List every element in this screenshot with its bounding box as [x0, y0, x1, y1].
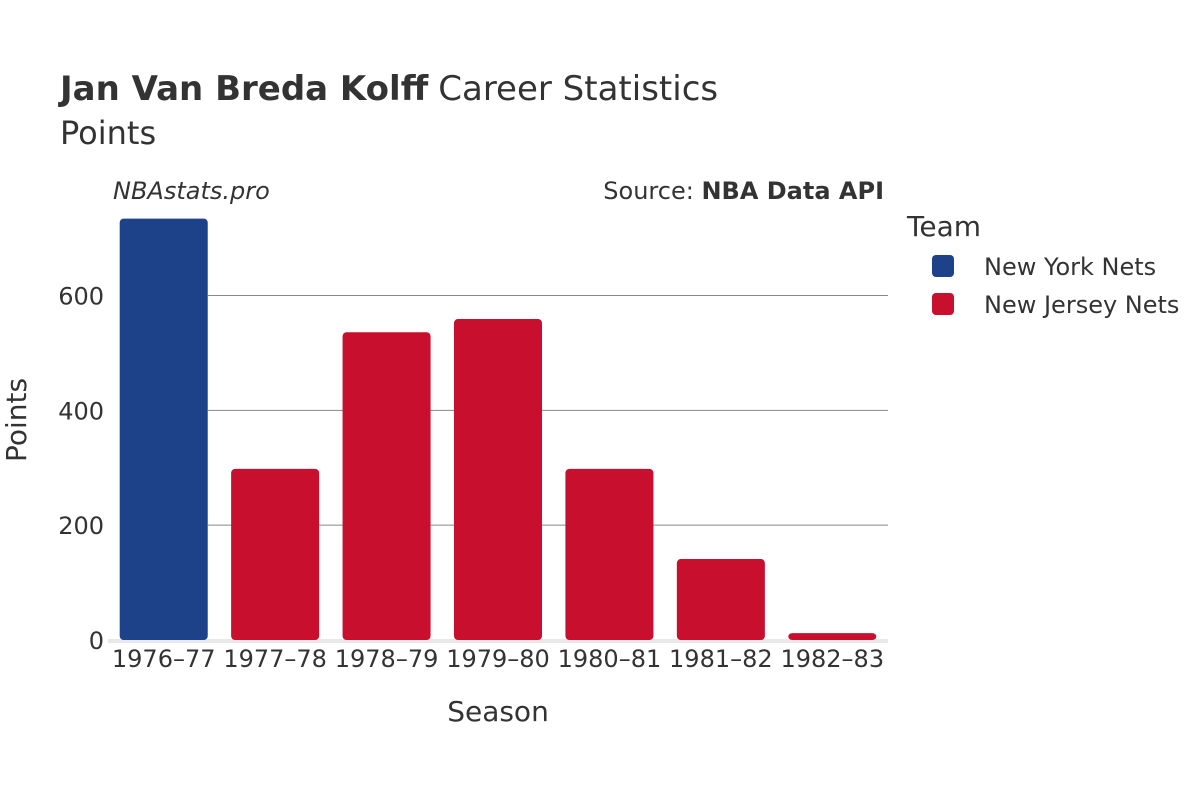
x-tick-label: 1978–79	[335, 645, 439, 673]
chart-subtitle: Points	[60, 114, 156, 152]
bars	[119, 218, 877, 640]
title-rest: Career Statistics	[438, 69, 718, 109]
y-tick-label: 400	[58, 397, 104, 425]
legend-swatch[interactable]	[932, 255, 954, 277]
bar-1978–79[interactable]	[342, 332, 431, 640]
x-tick-label: 1981–82	[669, 645, 773, 673]
bar-1977–78[interactable]	[231, 468, 320, 640]
source-label: Source: NBA Data API	[603, 177, 884, 205]
chart-title: Jan Van Breda Kolff Career Statistics	[58, 69, 718, 109]
x-tick-label: 1979–80	[446, 645, 550, 673]
y-tick-label: 600	[58, 283, 104, 311]
x-tick-label: 1976–77	[112, 645, 216, 673]
y-axis-title: Points	[0, 378, 33, 462]
x-tick-label: 1982–83	[780, 645, 884, 673]
bar-1979–80[interactable]	[453, 319, 543, 640]
x-tick-label: 1980–81	[558, 645, 662, 673]
watermark: NBAstats.pro	[113, 177, 270, 205]
bar-1980–81[interactable]	[565, 468, 654, 640]
title-player: Jan Van Breda Kolff	[58, 69, 429, 109]
bar-1982–83[interactable]	[788, 633, 877, 640]
y-tick-labels: 0 200 400 600	[58, 283, 104, 655]
x-axis-title: Season	[447, 695, 549, 728]
legend: New York Nets New Jersey Nets	[932, 253, 1179, 319]
legend-label[interactable]: New York Nets	[984, 253, 1156, 281]
y-tick-label: 200	[58, 512, 104, 540]
x-tick-label: 1977–78	[223, 645, 327, 673]
x-tick-labels: 1976–77 1977–78 1978–79 1979–80 1980–81 1981–…	[112, 645, 884, 673]
bar-1981–82[interactable]	[676, 559, 765, 640]
source-name: NBA Data API	[701, 177, 884, 205]
source-prefix: Source:	[603, 177, 701, 205]
y-tick-label: 0	[89, 627, 104, 655]
legend-swatch[interactable]	[932, 293, 954, 315]
legend-label[interactable]: New Jersey Nets	[984, 291, 1179, 319]
legend-title: Team	[906, 210, 981, 243]
bar-1976–77[interactable]	[119, 218, 208, 640]
gridlines	[108, 295, 888, 643]
